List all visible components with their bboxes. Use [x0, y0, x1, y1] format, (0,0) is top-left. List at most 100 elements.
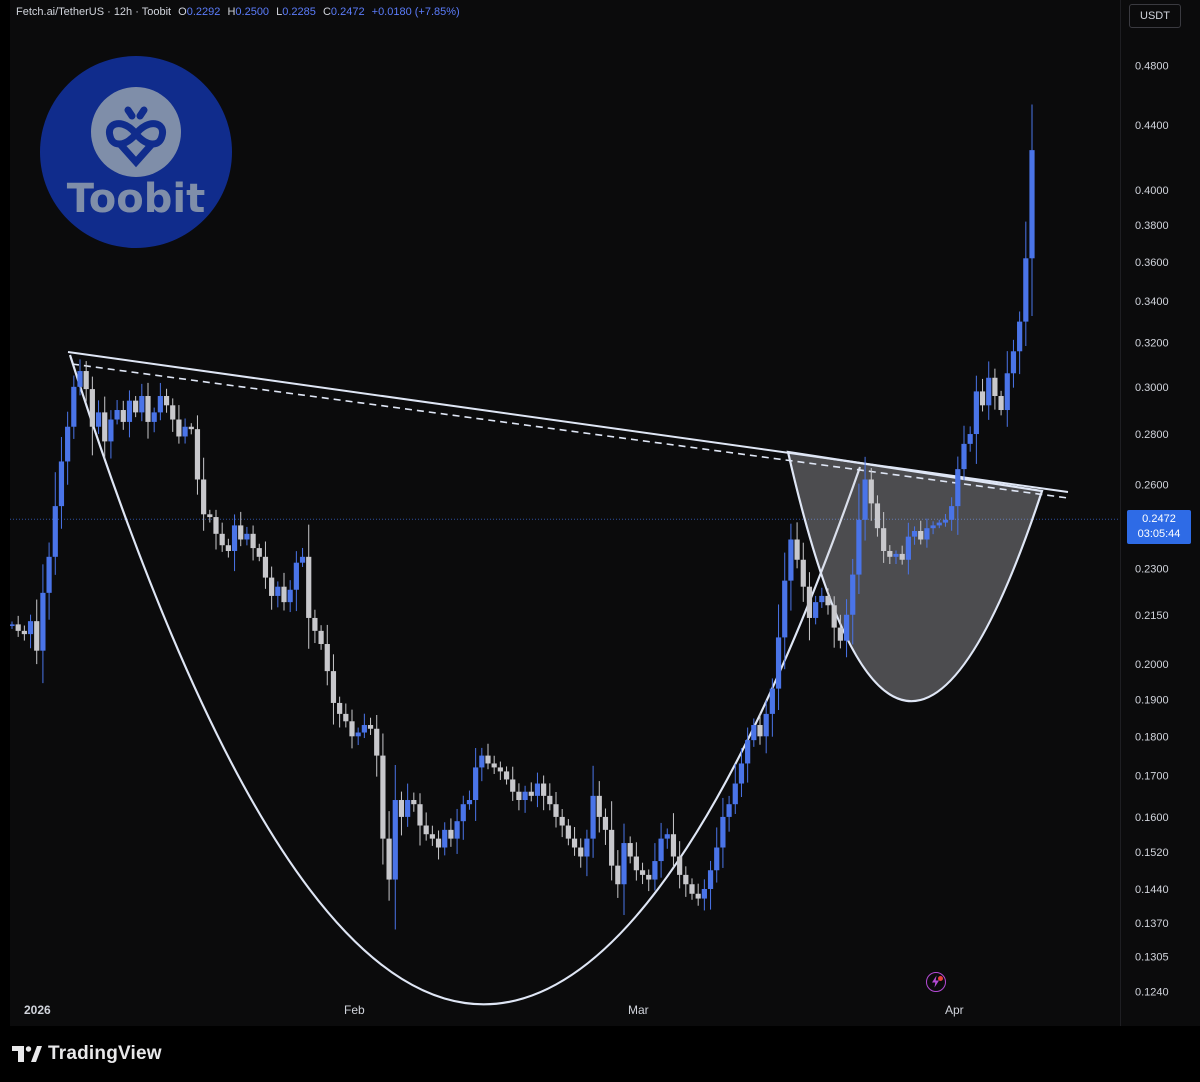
candle-body [1029, 150, 1035, 259]
candle-body [831, 605, 837, 628]
candle-body [843, 614, 850, 641]
cup-curve [68, 354, 862, 1006]
candle-body [367, 725, 374, 729]
candle-body [473, 767, 479, 801]
candle-body [157, 396, 163, 413]
candle-body [893, 553, 899, 557]
price-tick-label: 0.3800 [1135, 220, 1169, 232]
candle-body [9, 624, 15, 626]
resistance-line [67, 351, 1069, 493]
currency-button[interactable]: USDT [1129, 4, 1181, 28]
candle-body [435, 838, 442, 848]
candle-body [998, 396, 1004, 411]
time-tick-label: Mar [628, 1003, 649, 1017]
price-tick-label: 0.3400 [1135, 296, 1169, 308]
candle-body [627, 843, 633, 857]
time-axis[interactable]: 2026 Feb Mar Apr [10, 996, 1120, 1026]
candle-body [417, 804, 423, 826]
candle-body [21, 630, 27, 635]
candle-body [225, 545, 231, 551]
high-label: H [227, 6, 236, 18]
candle-body [868, 479, 874, 504]
footer-bar [0, 1026, 1200, 1082]
candle-body [312, 617, 318, 631]
candle-body [646, 874, 652, 880]
candle-body [34, 621, 40, 651]
last-price-value: 0.2472 [1142, 513, 1176, 525]
bar-countdown: 03:05:44 [1137, 528, 1181, 540]
candle-body [102, 412, 108, 442]
toobit-watermark: Toobit [40, 56, 232, 248]
candle-body [355, 732, 361, 737]
price-tick-label: 0.3600 [1135, 257, 1169, 269]
candle-body [633, 856, 639, 871]
candle-body [65, 426, 71, 462]
candle-body [213, 517, 219, 534]
candle-body [541, 783, 547, 796]
candle-body [553, 804, 559, 817]
candle-body [52, 506, 58, 557]
candle-body [738, 763, 745, 784]
candle-body [398, 800, 405, 817]
candle-body [837, 627, 843, 641]
watermark-text: Toobit [66, 176, 206, 222]
candle-body [936, 522, 942, 526]
price-tick-label: 0.1800 [1135, 731, 1169, 743]
time-axis-labels: 2026 Feb Mar Apr [24, 1003, 964, 1017]
candle-body [547, 795, 553, 805]
candle-body [590, 795, 596, 839]
price-tick-label: 0.4400 [1135, 120, 1169, 132]
tradingview-logo[interactable]: TradingView [12, 1043, 162, 1065]
candle-body [343, 713, 349, 722]
candle-body [905, 536, 911, 560]
candle-body [769, 688, 775, 714]
candle-body [652, 861, 658, 880]
flash-alert-icon[interactable] [926, 972, 946, 992]
candle-body [670, 834, 677, 857]
candle-body [231, 525, 238, 551]
candle-body [726, 804, 732, 817]
candle-body [207, 514, 213, 518]
candle-body [392, 800, 398, 880]
candle-body [120, 410, 126, 422]
symbol-label[interactable]: Fetch.ai/TetherUS · 12h · Toobit [16, 6, 172, 18]
candle-body [374, 728, 380, 756]
candle-body [293, 562, 299, 590]
open-value: 0.2292 [186, 6, 221, 18]
candle-body [145, 396, 151, 422]
candle-body [349, 721, 355, 737]
candle-body [782, 580, 788, 638]
price-tick-label: 0.3000 [1135, 382, 1169, 394]
candle-body [967, 434, 973, 444]
candle-body [194, 429, 201, 480]
candle-body [949, 506, 955, 520]
candle-body [899, 553, 905, 560]
candle-body [89, 389, 95, 427]
candle-body [491, 763, 497, 768]
candle-body [139, 396, 145, 413]
candle-body [182, 426, 188, 437]
candle-body [429, 834, 435, 839]
plot-area[interactable] [9, 0, 1120, 1026]
candle-body [639, 870, 646, 875]
candle-body [602, 816, 609, 830]
price-tick-label: 0.1370 [1135, 918, 1169, 930]
candle-body [386, 838, 392, 880]
price-tick-label: 0.2600 [1135, 480, 1169, 492]
price-tick-label: 0.1240 [1135, 986, 1169, 998]
tradingview-text: TradingView [48, 1043, 162, 1064]
candle-body [887, 550, 893, 557]
candle-body [454, 821, 460, 839]
candle-body [1023, 258, 1029, 322]
candle-body [522, 791, 528, 801]
candle-body [40, 592, 46, 651]
close-label: C [322, 6, 331, 18]
candle-body [201, 479, 207, 515]
candle-body [262, 556, 269, 578]
chart-svg[interactable] [9, 0, 1120, 1026]
candle-body [714, 847, 720, 871]
candle-body [361, 725, 367, 733]
candle-body [992, 377, 998, 397]
candle-body [77, 371, 83, 387]
candle-body [163, 396, 170, 406]
